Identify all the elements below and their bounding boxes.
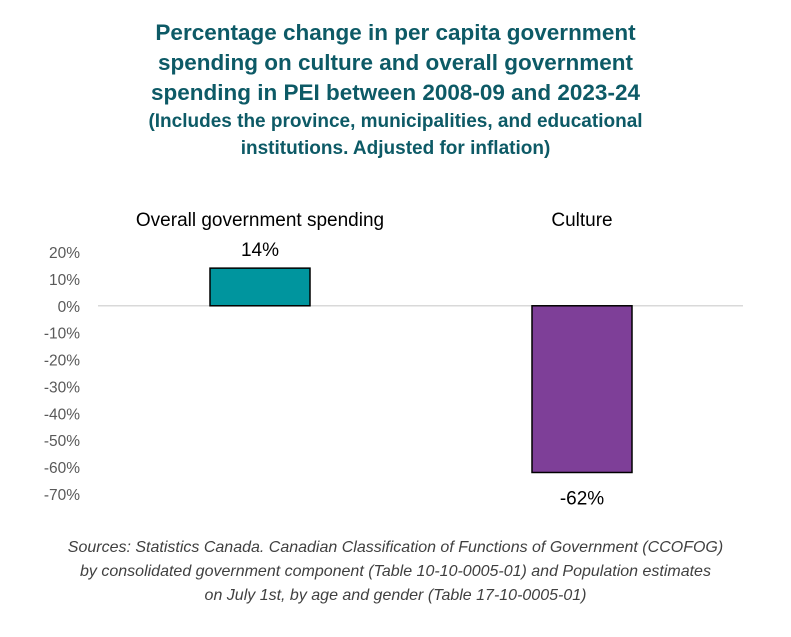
bar-0 xyxy=(209,267,311,307)
subtitle-line-2: institutions. Adjusted for inflation) xyxy=(240,138,551,159)
category-label: Overall government spending xyxy=(136,210,384,231)
category-label: Culture xyxy=(551,210,612,231)
bar-1 xyxy=(531,305,633,474)
y-tick-label: -10% xyxy=(44,326,80,343)
y-tick-label: 20% xyxy=(49,245,80,262)
bar-chart: 20% 10% 0% -10% -20% -30% -40% -50% -60% -70% Over… xyxy=(44,210,743,509)
subtitle-line-1: (Includes the province, municipalities, … xyxy=(148,111,643,132)
source-line-1: Sources: Statistics Canada. Canadian Cla… xyxy=(67,539,724,556)
data-label: 14% xyxy=(241,240,279,261)
title-line-1: Percentage change in per capita governme… xyxy=(155,20,636,45)
y-tick-label: 10% xyxy=(49,272,80,289)
source-line-2: by consolidated government component (Ta… xyxy=(80,563,711,580)
chart-title: Percentage change in per capita governme… xyxy=(0,18,791,162)
y-tick-label: -50% xyxy=(44,433,80,450)
y-tick-label: 0% xyxy=(58,299,81,316)
title-line-3: spending in PEI between 2008-09 and 2023… xyxy=(151,80,640,105)
title-line-2: spending on culture and overall governme… xyxy=(157,50,634,75)
source-note: Sources: Statistics Canada. Canadian Cla… xyxy=(0,536,791,608)
source-line-3: on July 1st, by age and gender (Table 17… xyxy=(204,587,587,604)
y-tick-label: -30% xyxy=(44,379,80,396)
y-tick-label: -60% xyxy=(44,460,80,477)
y-tick-label: -40% xyxy=(44,406,80,423)
data-label: -62% xyxy=(560,488,604,509)
y-tick-label: -20% xyxy=(44,353,80,370)
y-tick-label: -70% xyxy=(44,487,80,504)
